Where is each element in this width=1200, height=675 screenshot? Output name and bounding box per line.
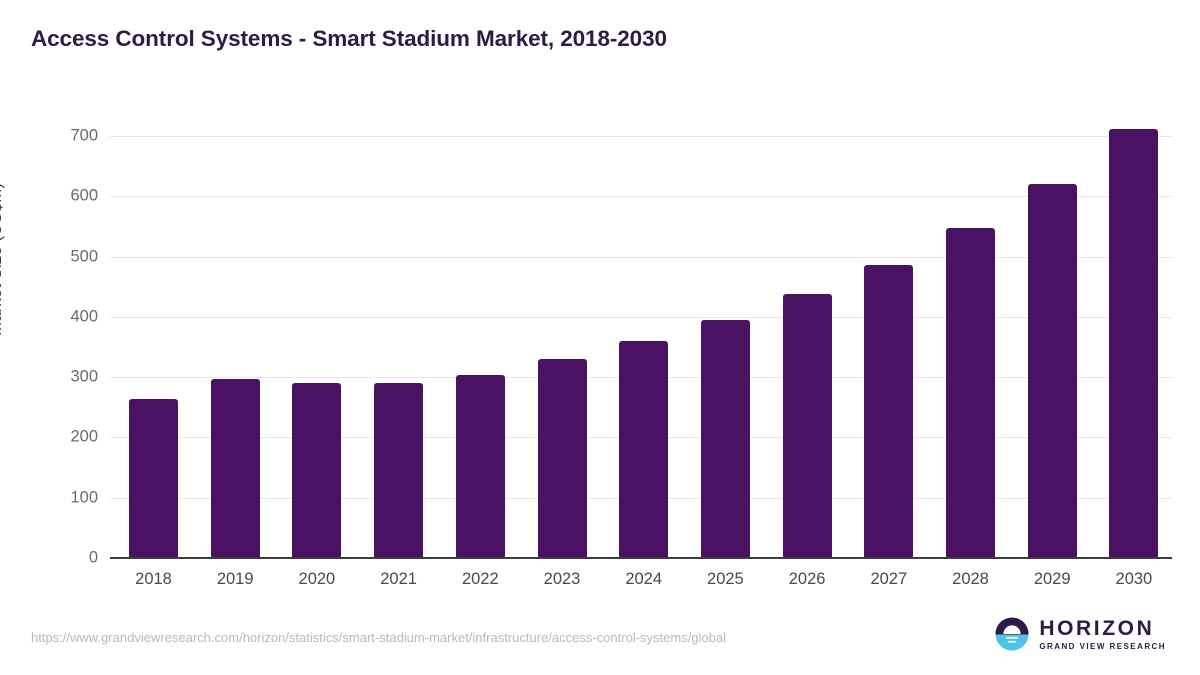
source-url[interactable]: https://www.grandviewresearch.com/horizo…: [31, 630, 727, 645]
x-axis-tick-label: 2023: [543, 570, 581, 588]
x-axis-tick-label: 2022: [461, 570, 499, 588]
bar[interactable]: [210, 379, 260, 558]
y-axis-tick-label: 400: [70, 307, 98, 326]
x-axis-tick-label: 2026: [788, 570, 826, 588]
bar[interactable]: [619, 341, 669, 558]
gridline: [110, 196, 1172, 198]
bar[interactable]: [292, 382, 342, 558]
x-axis-line: [110, 557, 1172, 559]
logo-subtitle: GRAND VIEW RESEARCH: [1039, 641, 1166, 651]
plot-area: [110, 112, 1172, 559]
page-title: Access Control Systems - Smart Stadium M…: [31, 26, 667, 51]
x-axis-tick-label: 2018: [135, 570, 172, 588]
bar[interactable]: [129, 398, 178, 558]
gridline: [110, 256, 1172, 258]
bar[interactable]: [782, 294, 832, 558]
y-axis-label: Market Size (US$M): [0, 182, 5, 336]
x-axis-tick-label: 2019: [216, 570, 254, 588]
bar[interactable]: [946, 228, 995, 558]
bar[interactable]: [864, 265, 914, 558]
gridline: [110, 136, 1172, 138]
y-axis-tick-label: 100: [70, 488, 98, 507]
y-axis-tick-label: 300: [70, 367, 98, 386]
y-axis-tick-label: 700: [70, 126, 98, 145]
x-axis-tick-label: 2028: [952, 570, 989, 588]
y-axis-tick-label: 200: [70, 427, 98, 446]
logo-text: HORIZON GRAND VIEW RESEARCH: [1039, 618, 1166, 651]
bar[interactable]: [1027, 183, 1077, 558]
horizon-logo[interactable]: HORIZON GRAND VIEW RESEARCH: [994, 616, 1166, 652]
x-axis-tick-label: 2024: [625, 570, 663, 588]
x-axis-tick-label: 2025: [707, 570, 744, 588]
logo-wordmark: HORIZON: [1039, 616, 1155, 640]
horizon-sun-circle-icon: [995, 617, 1029, 651]
bar[interactable]: [455, 375, 505, 558]
x-axis-tick-label: 2021: [380, 570, 417, 588]
y-axis-tick-label: 500: [70, 247, 98, 266]
y-axis-tick-label: 0: [88, 548, 98, 567]
bar[interactable]: [537, 359, 587, 558]
bar[interactable]: [700, 319, 750, 558]
y-axis-tick-label: 600: [70, 186, 98, 205]
bar[interactable]: [374, 382, 424, 558]
x-axis-tick-label: 2020: [298, 570, 336, 588]
x-axis-tick-label: 2030: [1115, 570, 1153, 588]
bar[interactable]: [1109, 129, 1159, 558]
gridline: [110, 316, 1172, 318]
x-axis-tick-label: 2027: [870, 570, 908, 588]
x-axis-tick-label: 2029: [1033, 570, 1071, 588]
